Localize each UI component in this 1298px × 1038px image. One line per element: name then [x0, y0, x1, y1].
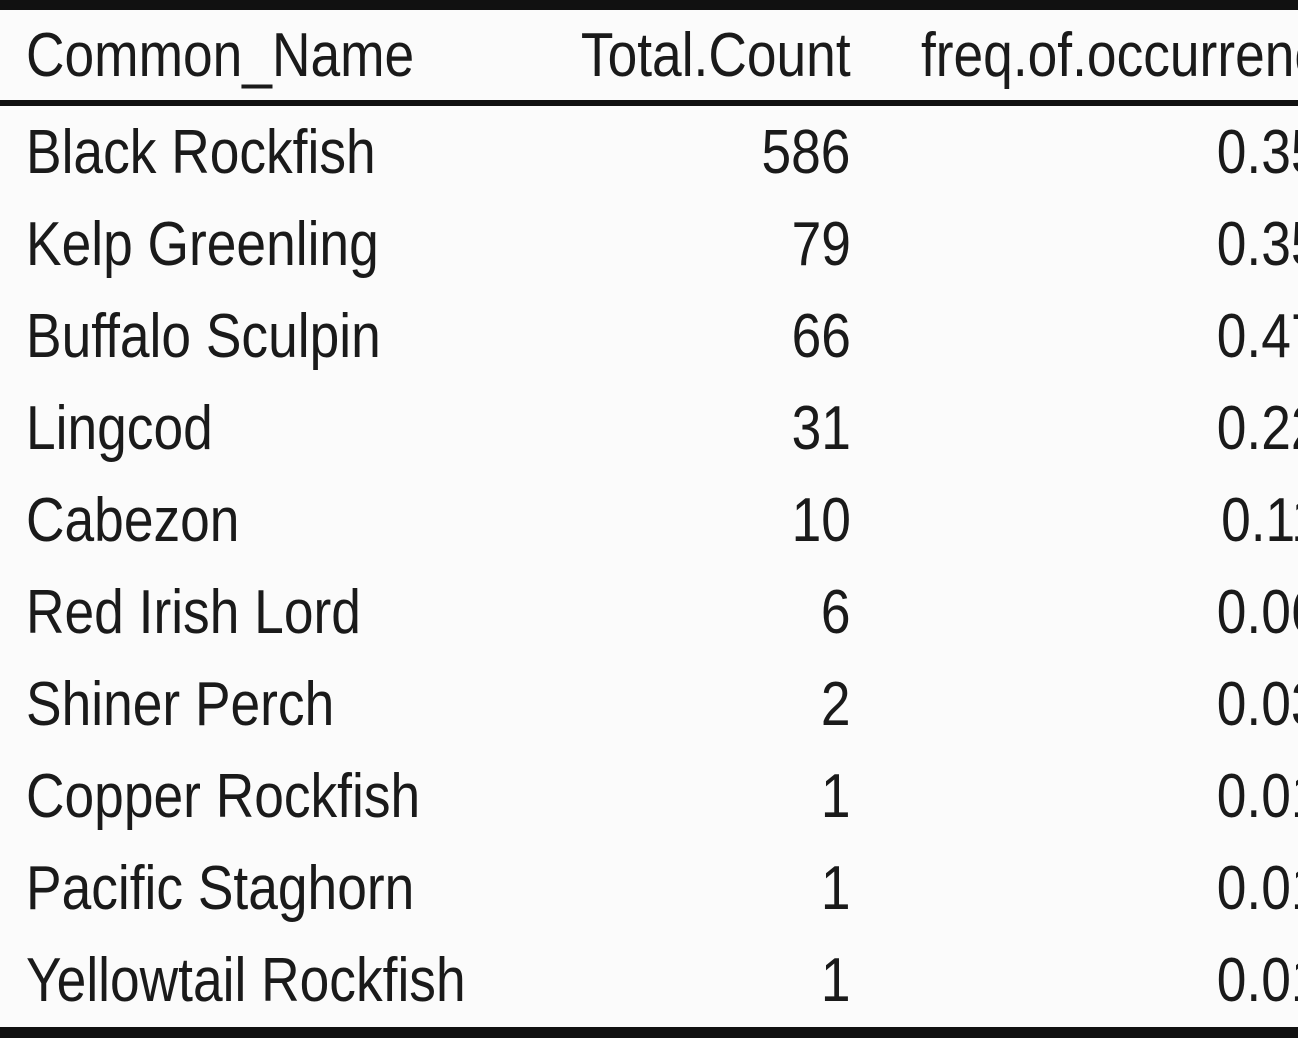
table-row: Copper Rockfish 1 0.017 — [0, 751, 1298, 843]
cell-common-name: Lingcod — [26, 393, 213, 463]
cell-common-name: Yellowtail Rockfish — [26, 946, 466, 1016]
table-row: Yellowtail Rockfish 1 0.017 — [0, 935, 1298, 1027]
data-table: Common_Name Total.Count freq.of.occurren… — [0, 10, 1298, 1027]
cell-total-count: 66 — [791, 301, 851, 371]
table-body: Black Rockfish 586 0.356 Kelp Greenling 79 0.… — [0, 106, 1298, 1027]
table-row: Buffalo Sculpin 66 0.475 — [0, 290, 1298, 382]
table-row: Cabezon 10 0.119 — [0, 474, 1298, 566]
cell-total-count: 31 — [791, 393, 851, 463]
header-rule — [0, 100, 1298, 106]
table-row: Red Irish Lord 6 0.068 — [0, 566, 1298, 658]
cell-total-count: 1 — [821, 762, 851, 832]
cell-common-name: Pacific Staghorn — [26, 854, 415, 924]
column-header-freq-of-occurrence: freq.of.occurrence — [920, 20, 1298, 90]
cell-total-count: 586 — [761, 117, 851, 187]
cell-freq-of-occurrence: 0.220 — [1217, 393, 1298, 463]
column-header-total-count: Total.Count — [581, 20, 851, 90]
bottom-rule — [0, 1027, 1298, 1038]
table-row: Black Rockfish 586 0.356 — [0, 106, 1298, 198]
cell-common-name: Red Irish Lord — [26, 578, 361, 648]
cell-common-name: Buffalo Sculpin — [26, 301, 381, 371]
cell-freq-of-occurrence: 0.475 — [1217, 301, 1298, 371]
cell-freq-of-occurrence: 0.017 — [1217, 946, 1298, 1016]
table-row: Pacific Staghorn 1 0.017 — [0, 843, 1298, 935]
cell-freq-of-occurrence: 0.017 — [1217, 762, 1298, 832]
cell-common-name: Cabezon — [26, 485, 240, 555]
cell-common-name: Shiner Perch — [26, 670, 335, 740]
cell-total-count: 1 — [821, 946, 851, 1016]
cell-total-count: 79 — [791, 209, 851, 279]
cell-common-name: Kelp Greenling — [26, 209, 379, 279]
cell-freq-of-occurrence: 0.356 — [1217, 117, 1298, 187]
cell-freq-of-occurrence: 0.356 — [1217, 209, 1298, 279]
cell-total-count: 10 — [791, 485, 851, 555]
top-rule — [0, 0, 1298, 10]
table-row: Lingcod 31 0.220 — [0, 382, 1298, 474]
cell-total-count: 6 — [821, 578, 851, 648]
table-header: Common_Name Total.Count freq.of.occurren… — [0, 10, 1298, 106]
cell-freq-of-occurrence: 0.034 — [1217, 670, 1298, 740]
cell-freq-of-occurrence: 0.119 — [1221, 485, 1298, 555]
cell-common-name: Black Rockfish — [26, 117, 376, 187]
cell-freq-of-occurrence: 0.017 — [1217, 854, 1298, 924]
cell-common-name: Copper Rockfish — [26, 762, 421, 832]
cell-freq-of-occurrence: 0.068 — [1217, 578, 1298, 648]
cell-total-count: 1 — [821, 854, 851, 924]
column-header-common-name: Common_Name — [26, 20, 415, 90]
cell-total-count: 2 — [821, 670, 851, 740]
table-row: Kelp Greenling 79 0.356 — [0, 198, 1298, 290]
table-row: Shiner Perch 2 0.034 — [0, 659, 1298, 751]
